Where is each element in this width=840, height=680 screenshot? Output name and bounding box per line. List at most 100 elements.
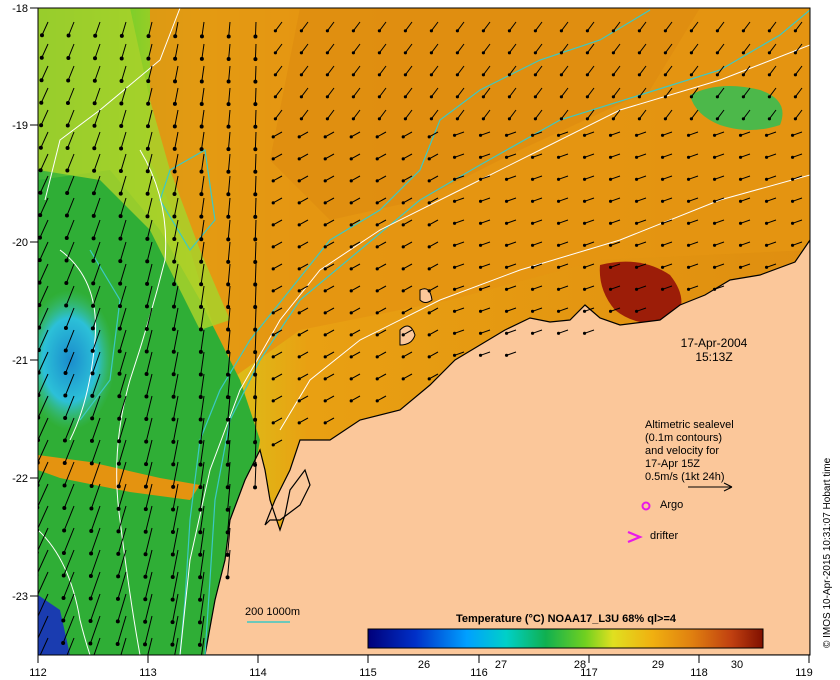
velocity-arrow-head [199, 79, 204, 84]
velocity-arrow-head [115, 641, 120, 646]
velocity-arrow [532, 263, 543, 268]
velocity-arrow [67, 43, 75, 59]
velocity-arrow-head [62, 528, 67, 533]
velocity-arrow [66, 219, 75, 239]
velocity-arrow-head [741, 51, 746, 55]
velocity-arrow [639, 21, 647, 32]
velocity-arrow [326, 87, 335, 98]
velocity-arrow [587, 43, 595, 54]
velocity-arrow [480, 263, 491, 268]
velocity-arrow-head [689, 117, 694, 121]
x-tick-label: 112 [29, 667, 47, 679]
velocity-arrow-head [401, 157, 405, 161]
velocity-arrow [118, 439, 127, 464]
velocity-arrow [298, 263, 309, 270]
velocity-arrow-head [401, 245, 405, 249]
velocity-arrow-head [225, 507, 230, 512]
velocity-arrow [272, 153, 283, 160]
velocity-arrow [665, 65, 673, 76]
velocity-arrow [145, 439, 153, 465]
velocity-arrow-head [61, 641, 66, 646]
velocity-arrow-head [790, 177, 795, 181]
velocity-arrow-head [38, 280, 42, 285]
velocity-arrow [119, 241, 127, 262]
velocity-arrow-head [738, 177, 743, 181]
velocity-arrow-head [170, 620, 175, 625]
velocity-arrow [428, 329, 439, 336]
velocity-arrow-head [790, 155, 795, 159]
velocity-arrow [254, 219, 257, 240]
velocity-arrow-head [117, 394, 122, 399]
velocity-arrow [147, 175, 153, 194]
velocity-arrow-head [764, 221, 769, 225]
velocity-arrow [766, 219, 777, 224]
velocity-arrow [172, 395, 179, 420]
velocity-arrow [146, 219, 153, 239]
velocity-arrow [65, 285, 75, 306]
velocity-arrow-head [375, 157, 379, 161]
velocity-arrow [587, 21, 595, 32]
velocity-arrow [67, 65, 75, 81]
velocity-arrow [147, 131, 153, 149]
velocity-arrow [324, 131, 335, 138]
velocity-arrow-head [62, 461, 67, 466]
velocity-arrow-head [199, 102, 204, 107]
velocity-arrow [201, 87, 205, 105]
velocity-arrow [402, 263, 413, 270]
velocity-arrow-head [427, 135, 431, 139]
velocity-arrow-head [323, 179, 327, 183]
velocity-arrow [272, 285, 283, 292]
velocity-arrow-head [634, 155, 639, 159]
y-tick-label: -23 [12, 591, 28, 603]
velocity-arrow-head [34, 641, 38, 645]
velocity-arrow-head [504, 155, 509, 159]
velocity-arrow [200, 285, 205, 307]
velocity-arrow [610, 285, 621, 290]
velocity-arrow [454, 153, 465, 158]
velocity-arrow [144, 615, 153, 645]
velocity-arrow [173, 351, 179, 375]
velocity-arrow [743, 109, 751, 120]
velocity-arrow [254, 351, 257, 375]
velocity-arrow-head [226, 169, 231, 174]
velocity-arrow [64, 461, 75, 486]
velocity-arrow-head [663, 117, 668, 121]
velocity-arrow [535, 109, 543, 120]
velocity-arrow [300, 87, 309, 98]
velocity-arrow [38, 549, 49, 574]
velocity-arrow-head [608, 155, 613, 159]
velocity-arrow-head [455, 29, 459, 33]
velocity-arrow-head [90, 348, 95, 353]
velocity-arrow [402, 153, 413, 160]
velocity-arrow [506, 285, 517, 290]
velocity-arrow-head [299, 117, 303, 121]
velocity-arrow [298, 395, 309, 402]
velocity-arrow [39, 197, 49, 216]
velocity-arrow-head [611, 29, 616, 33]
velocity-arrow-head [686, 221, 691, 225]
velocity-arrow-head [712, 265, 717, 269]
velocity-arrow [740, 197, 751, 202]
velocity-arrow [93, 131, 101, 149]
velocity-arrow [766, 241, 777, 246]
velocity-arrow-head [715, 51, 720, 55]
velocity-arrow-head [89, 551, 94, 556]
velocity-arrow-head [767, 51, 772, 55]
velocity-arrow [636, 307, 647, 312]
velocity-arrow-head [63, 326, 68, 331]
velocity-arrow-head [119, 124, 124, 129]
velocity-arrow-head [401, 377, 405, 381]
velocity-arrow-head [793, 117, 798, 121]
velocity-arrow-head [171, 507, 176, 512]
velocity-arrow-head [146, 56, 151, 61]
velocity-arrow [454, 197, 465, 202]
velocity-arrow-head [143, 619, 148, 624]
velocity-arrow-head [198, 394, 203, 399]
velocity-arrow [324, 175, 335, 182]
velocity-arrow [326, 65, 335, 76]
velocity-arrow-head [478, 331, 483, 335]
cool-patch-ne [690, 86, 783, 130]
velocity-arrow-head [115, 596, 120, 601]
velocity-arrow-head [39, 78, 44, 83]
velocity-arrow [119, 219, 127, 239]
